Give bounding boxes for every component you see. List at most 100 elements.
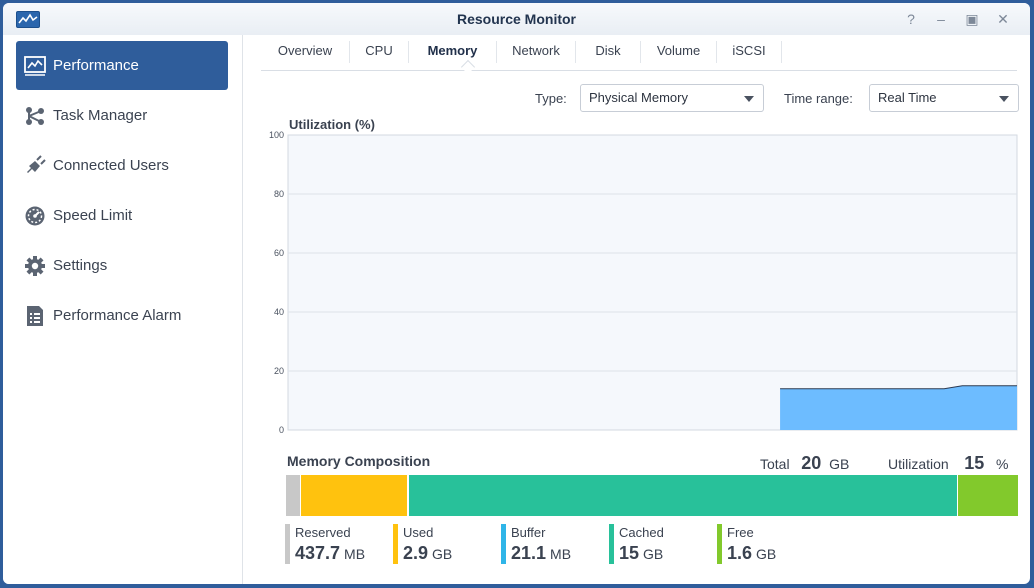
sidebar-item-connected-users[interactable]: Connected Users: [16, 141, 228, 190]
tab-divider: [781, 41, 782, 63]
plug-icon: [24, 154, 46, 177]
legend-number: 21.1: [511, 543, 547, 563]
legend-name: Used: [403, 525, 434, 540]
legend-swatch: [393, 524, 398, 564]
sidebar-item-performance[interactable]: Performance: [16, 41, 228, 90]
utilization-value: 15: [964, 453, 985, 473]
sidebar: Performance Task Manager Connected Users…: [3, 35, 243, 584]
y-tick-label: 60: [274, 248, 284, 258]
legend-unit: GB: [643, 546, 664, 562]
time-range-label: Time range:: [784, 91, 853, 106]
plot-area: [287, 134, 1018, 431]
sidebar-item-speed-limit[interactable]: Speed Limit: [16, 191, 228, 240]
legend-number: 437.7: [295, 543, 341, 563]
chart-title: Utilization (%): [289, 117, 375, 132]
utilization-stat: Utilization 15 %: [888, 453, 1008, 474]
window-title: Resource Monitor: [456, 11, 576, 27]
time-range-select-value: Real Time: [878, 90, 937, 105]
legend-value: 21.1 MB: [511, 543, 571, 564]
performance-chart-icon: [24, 55, 46, 77]
tab-network[interactable]: Network: [512, 43, 560, 58]
help-icon[interactable]: ?: [907, 11, 915, 27]
y-tick-label: 0: [279, 425, 284, 433]
sidebar-item-label: Performance Alarm: [53, 307, 182, 324]
tab-memory[interactable]: Memory: [427, 43, 478, 58]
tab-cpu[interactable]: CPU: [365, 43, 393, 58]
sidebar-item-label: Performance: [53, 57, 139, 74]
legend-name: Cached: [619, 525, 664, 540]
composition-segment-used: [301, 475, 408, 516]
legend-name: Buffer: [511, 525, 546, 540]
tab-divider: [640, 41, 641, 63]
legend-name: Free: [727, 525, 754, 540]
utilization-label: Utilization: [888, 456, 949, 472]
chevron-down-icon: [999, 96, 1009, 102]
legend-number: 15: [619, 543, 640, 563]
legend-unit: GB: [756, 546, 777, 562]
time-range-select[interactable]: Real Time: [869, 84, 1019, 112]
tab-divider: [575, 41, 576, 63]
sidebar-item-label: Connected Users: [53, 157, 169, 174]
utilization-line: [780, 385, 1017, 390]
composition-segment-reserved: [286, 475, 302, 516]
y-tick-label: 40: [274, 307, 284, 317]
utilization-unit: %: [995, 456, 1009, 472]
tab-iscsi[interactable]: iSCSI: [732, 43, 766, 58]
legend-value: 15 GB: [619, 543, 663, 564]
legend-unit: GB: [432, 546, 453, 562]
composition-segment-free: [958, 475, 1020, 516]
alarm-list-icon: [24, 305, 46, 327]
resource-monitor-app-icon: [16, 11, 40, 28]
legend-swatch: [285, 524, 290, 564]
sidebar-item-settings[interactable]: Settings: [16, 241, 228, 290]
type-label: Type:: [535, 91, 567, 106]
composition-segment-buffer: [407, 475, 409, 516]
utilization-area: [780, 385, 1017, 430]
tab-overview[interactable]: Overview: [277, 43, 333, 58]
tab-divider: [408, 41, 409, 63]
type-select-value: Physical Memory: [589, 90, 688, 105]
y-tick-label: 20: [274, 366, 284, 376]
type-select[interactable]: Physical Memory: [580, 84, 764, 112]
legend-swatch: [501, 524, 506, 564]
memory-composition-title: Memory Composition: [287, 453, 431, 469]
total-value: 20: [801, 453, 822, 473]
task-manager-icon: [24, 105, 46, 127]
total-unit: GB: [829, 456, 850, 472]
legend-unit: MB: [550, 546, 572, 562]
memory-composition-bar: [286, 475, 1020, 516]
y-tick-label: 100: [269, 130, 284, 140]
sidebar-item-performance-alarm[interactable]: Performance Alarm: [16, 291, 228, 340]
close-icon[interactable]: ✕: [997, 11, 1009, 27]
sidebar-item-task-manager[interactable]: Task Manager: [16, 91, 228, 140]
total-label: Total: [760, 456, 790, 472]
legend-value: 437.7 MB: [295, 543, 365, 564]
sidebar-item-label: Task Manager: [53, 107, 148, 124]
legend-value: 1.6 GB: [727, 543, 776, 564]
tab-divider: [716, 41, 717, 63]
legend-name: Reserved: [295, 525, 351, 540]
sidebar-item-label: Settings: [53, 257, 108, 274]
tab-divider: [349, 41, 350, 63]
main-panel: Overview CPU Memory Network Disk Volume …: [244, 35, 1030, 584]
speedometer-icon: [24, 205, 46, 227]
sidebar-item-label: Speed Limit: [53, 207, 133, 224]
utilization-chart-svg: 100 80 60 40 20 0: [269, 130, 1018, 435]
composition-segment-cached: [408, 475, 959, 516]
minimize-icon[interactable]: –: [937, 11, 945, 27]
tab-divider: [496, 41, 497, 63]
legend-value: 2.9 GB: [403, 543, 452, 564]
legend-number: 2.9: [403, 543, 429, 563]
chevron-down-icon: [744, 96, 754, 102]
utilization-chart: 100 80 60 40 20 0: [260, 127, 1020, 435]
tab-disk[interactable]: Disk: [595, 43, 621, 58]
legend-swatch: [609, 524, 614, 564]
title-bar[interactable]: Resource Monitor ? – ▣ ✕: [3, 3, 1030, 35]
tab-bar: Overview CPU Memory Network Disk Volume …: [261, 35, 1017, 75]
gear-icon: [24, 255, 46, 277]
total-stat: Total 20 GB: [760, 453, 849, 474]
tab-volume[interactable]: Volume: [656, 43, 701, 58]
legend-swatch: [717, 524, 722, 564]
maximize-icon[interactable]: ▣: [965, 11, 979, 27]
resource-monitor-window: Resource Monitor ? – ▣ ✕ Performance Tas…: [3, 3, 1030, 584]
